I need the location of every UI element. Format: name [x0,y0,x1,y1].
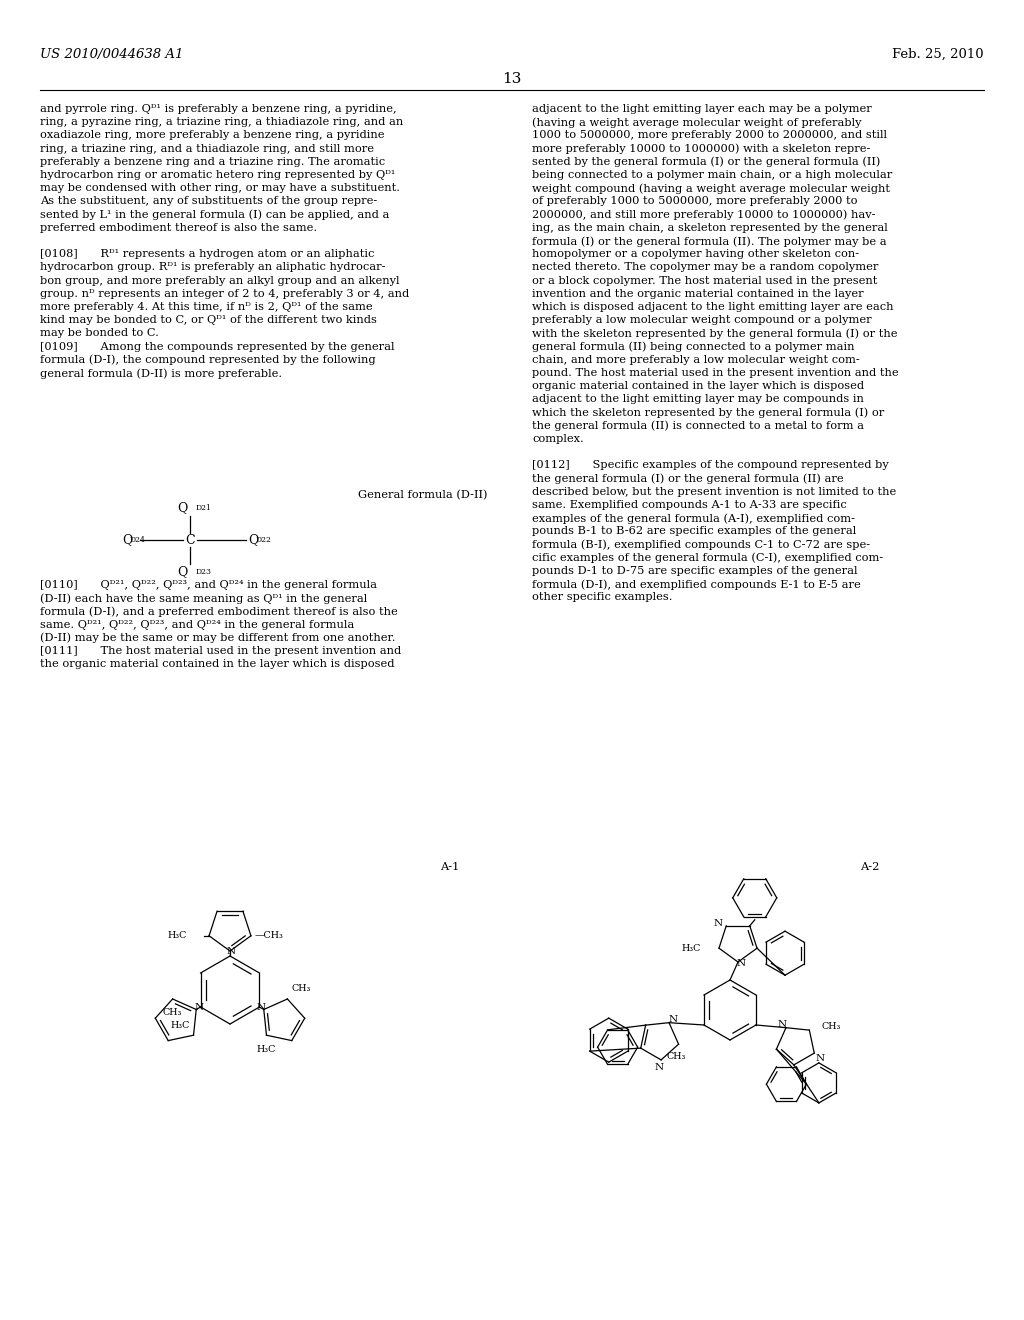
Text: may be condensed with other ring, or may have a substituent.: may be condensed with other ring, or may… [40,183,400,193]
Text: preferably a low molecular weight compound or a polymer: preferably a low molecular weight compou… [532,315,871,325]
Text: [0112]  Specific examples of the compound represented by: [0112] Specific examples of the compound… [532,461,889,470]
Text: the general formula (I) or the general formula (II) are: the general formula (I) or the general f… [532,474,844,484]
Text: hydrocarbon group. Rᴰ¹ is preferably an aliphatic hydrocar-: hydrocarbon group. Rᴰ¹ is preferably an … [40,263,385,272]
Text: A-1: A-1 [440,862,460,873]
Text: the organic material contained in the layer which is disposed: the organic material contained in the la… [40,659,394,669]
Text: pounds D-1 to D-75 are specific examples of the general: pounds D-1 to D-75 are specific examples… [532,566,857,576]
Text: (D-II) may be the same or may be different from one another.: (D-II) may be the same or may be differe… [40,632,395,643]
Text: 1000 to 5000000, more preferably 2000 to 2000000, and still: 1000 to 5000000, more preferably 2000 to… [532,131,887,140]
Text: (having a weight average molecular weight of preferably: (having a weight average molecular weigh… [532,117,861,128]
Text: of preferably 1000 to 5000000, more preferably 2000 to: of preferably 1000 to 5000000, more pref… [532,197,857,206]
Text: ring, a triazine ring, and a thiadiazole ring, and still more: ring, a triazine ring, and a thiadiazole… [40,144,374,153]
Text: H₃C: H₃C [257,1044,276,1053]
Text: more preferably 4. At this time, if nᴰ is 2, Qᴰ¹ of the same: more preferably 4. At this time, if nᴰ i… [40,302,373,312]
Text: examples of the general formula (A-I), exemplified com-: examples of the general formula (A-I), e… [532,513,855,524]
Text: H₃C: H₃C [682,944,701,953]
Text: N: N [226,948,236,957]
Text: the general formula (II) is connected to a metal to form a: the general formula (II) is connected to… [532,421,864,432]
Text: Q: Q [177,502,188,515]
Text: [0111]  The host material used in the present invention and: [0111] The host material used in the pre… [40,645,401,656]
Text: ing, as the main chain, a skeleton represented by the general: ing, as the main chain, a skeleton repre… [532,223,888,232]
Text: which is disposed adjacent to the light emitting layer are each: which is disposed adjacent to the light … [532,302,894,312]
Text: As the substituent, any of substituents of the group repre-: As the substituent, any of substituents … [40,197,377,206]
Text: (D-II) each have the same meaning as Qᴰ¹ in the general: (D-II) each have the same meaning as Qᴰ¹… [40,593,368,603]
Text: Q: Q [122,533,132,546]
Text: adjacent to the light emitting layer may be compounds in: adjacent to the light emitting layer may… [532,395,864,404]
Text: D23: D23 [196,568,212,576]
Text: same. Exemplified compounds A-1 to A-33 are specific: same. Exemplified compounds A-1 to A-33 … [532,500,847,510]
Text: 2000000, and still more preferably 10000 to 1000000) hav-: 2000000, and still more preferably 10000… [532,210,876,220]
Text: oxadiazole ring, more preferably a benzene ring, a pyridine: oxadiazole ring, more preferably a benze… [40,131,384,140]
Text: homopolymer or a copolymer having other skeleton con-: homopolymer or a copolymer having other … [532,249,859,259]
Text: 13: 13 [503,73,521,86]
Text: formula (D-I), and exemplified compounds E-1 to E-5 are: formula (D-I), and exemplified compounds… [532,579,861,590]
Text: pound. The host material used in the present invention and the: pound. The host material used in the pre… [532,368,899,378]
Text: Q: Q [177,565,188,578]
Text: H₃C: H₃C [168,932,187,940]
Text: kind may be bonded to C, or Qᴰ¹ of the different two kinds: kind may be bonded to C, or Qᴰ¹ of the d… [40,315,377,325]
Text: [0110]  Qᴰ²¹, Qᴰ²², Qᴰ²³, and Qᴰ²⁴ in the general formula: [0110] Qᴰ²¹, Qᴰ²², Qᴰ²³, and Qᴰ²⁴ in the… [40,579,377,590]
Text: or a block copolymer. The host material used in the present: or a block copolymer. The host material … [532,276,878,285]
Text: organic material contained in the layer which is disposed: organic material contained in the layer … [532,381,864,391]
Text: which the skeleton represented by the general formula (I) or: which the skeleton represented by the ge… [532,408,885,418]
Text: other specific examples.: other specific examples. [532,593,673,602]
Text: D24: D24 [130,536,145,544]
Text: cific examples of the general formula (C-I), exemplified com-: cific examples of the general formula (C… [532,553,884,564]
Text: CH₃: CH₃ [292,985,310,994]
Text: hydrocarbon ring or aromatic hetero ring represented by Qᴰ¹: hydrocarbon ring or aromatic hetero ring… [40,170,395,180]
Text: H₃C: H₃C [170,1020,189,1030]
Text: [0108]  Rᴰ¹ represents a hydrogen atom or an aliphatic: [0108] Rᴰ¹ represents a hydrogen atom or… [40,249,375,259]
Text: [0109]  Among the compounds represented by the general: [0109] Among the compounds represented b… [40,342,394,351]
Text: described below, but the present invention is not limited to the: described below, but the present inventi… [532,487,896,496]
Text: N: N [714,919,723,928]
Text: same. Qᴰ²¹, Qᴰ²², Qᴰ²³, and Qᴰ²⁴ in the general formula: same. Qᴰ²¹, Qᴰ²², Qᴰ²³, and Qᴰ²⁴ in the … [40,619,354,630]
Text: weight compound (having a weight average molecular weight: weight compound (having a weight average… [532,183,890,194]
Text: formula (I) or the general formula (II). The polymer may be a: formula (I) or the general formula (II).… [532,236,887,247]
Text: bon group, and more preferably an alkyl group and an alkenyl: bon group, and more preferably an alkyl … [40,276,399,285]
Text: ring, a pyrazine ring, a triazine ring, a thiadiazole ring, and an: ring, a pyrazine ring, a triazine ring, … [40,117,403,127]
Text: complex.: complex. [532,434,584,444]
Text: general formula (II) being connected to a polymer main: general formula (II) being connected to … [532,342,854,352]
Text: chain, and more preferably a low molecular weight com-: chain, and more preferably a low molecul… [532,355,860,364]
Text: adjacent to the light emitting layer each may be a polymer: adjacent to the light emitting layer eac… [532,104,871,114]
Text: preferably a benzene ring and a triazine ring. The aromatic: preferably a benzene ring and a triazine… [40,157,385,166]
Text: N: N [669,1015,678,1024]
Text: formula (B-I), exemplified compounds C-1 to C-72 are spe-: formula (B-I), exemplified compounds C-1… [532,540,870,550]
Text: sented by the general formula (I) or the general formula (II): sented by the general formula (I) or the… [532,157,881,168]
Text: US 2010/0044638 A1: US 2010/0044638 A1 [40,48,183,61]
Text: CH₃: CH₃ [667,1052,686,1061]
Text: nected thereto. The copolymer may be a random copolymer: nected thereto. The copolymer may be a r… [532,263,879,272]
Text: D22: D22 [256,536,272,544]
Text: more preferably 10000 to 1000000) with a skeleton repre-: more preferably 10000 to 1000000) with a… [532,144,870,154]
Text: formula (D-I), and a preferred embodiment thereof is also the: formula (D-I), and a preferred embodimen… [40,606,397,616]
Text: being connected to a polymer main chain, or a high molecular: being connected to a polymer main chain,… [532,170,892,180]
Text: pounds B-1 to B-62 are specific examples of the general: pounds B-1 to B-62 are specific examples… [532,527,856,536]
Text: N: N [256,1003,265,1012]
Text: N: N [777,1020,786,1030]
Text: sented by L¹ in the general formula (I) can be applied, and a: sented by L¹ in the general formula (I) … [40,210,389,220]
Text: N: N [816,1053,824,1063]
Text: Q: Q [248,533,258,546]
Text: Feb. 25, 2010: Feb. 25, 2010 [892,48,984,61]
Text: formula (D-I), the compound represented by the following: formula (D-I), the compound represented … [40,355,376,366]
Text: may be bonded to C.: may be bonded to C. [40,329,159,338]
Text: CH₃: CH₃ [821,1022,841,1031]
Text: N: N [654,1064,664,1072]
Text: A-2: A-2 [860,862,880,873]
Text: with the skeleton represented by the general formula (I) or the: with the skeleton represented by the gen… [532,329,897,339]
Text: group. nᴰ represents an integer of 2 to 4, preferably 3 or 4, and: group. nᴰ represents an integer of 2 to … [40,289,410,298]
Text: and pyrrole ring. Qᴰ¹ is preferably a benzene ring, a pyridine,: and pyrrole ring. Qᴰ¹ is preferably a be… [40,104,396,114]
Text: —CH₃: —CH₃ [255,932,284,940]
Text: CH₃: CH₃ [163,1008,182,1018]
Text: N: N [736,960,745,969]
Text: invention and the organic material contained in the layer: invention and the organic material conta… [532,289,863,298]
Text: general formula (D-II) is more preferable.: general formula (D-II) is more preferabl… [40,368,283,379]
Text: N: N [195,1003,204,1012]
Text: C: C [185,533,195,546]
Text: General formula (D-II): General formula (D-II) [358,490,488,500]
Text: preferred embodiment thereof is also the same.: preferred embodiment thereof is also the… [40,223,317,232]
Text: D21: D21 [196,504,212,512]
